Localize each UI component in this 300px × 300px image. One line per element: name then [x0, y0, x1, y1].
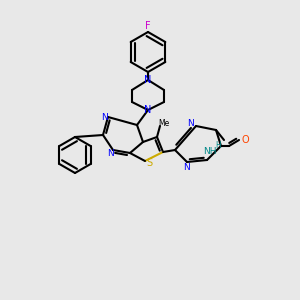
Text: N: N: [184, 163, 190, 172]
Text: F: F: [145, 21, 151, 31]
Text: H: H: [215, 140, 221, 149]
Text: N: N: [100, 112, 107, 122]
Text: Me: Me: [158, 118, 169, 127]
Text: N: N: [108, 148, 114, 158]
Text: S: S: [146, 158, 152, 168]
Text: NH: NH: [203, 148, 217, 157]
Text: N: N: [144, 105, 152, 115]
Text: N: N: [144, 75, 152, 85]
Text: O: O: [241, 135, 249, 145]
Text: N: N: [187, 119, 194, 128]
